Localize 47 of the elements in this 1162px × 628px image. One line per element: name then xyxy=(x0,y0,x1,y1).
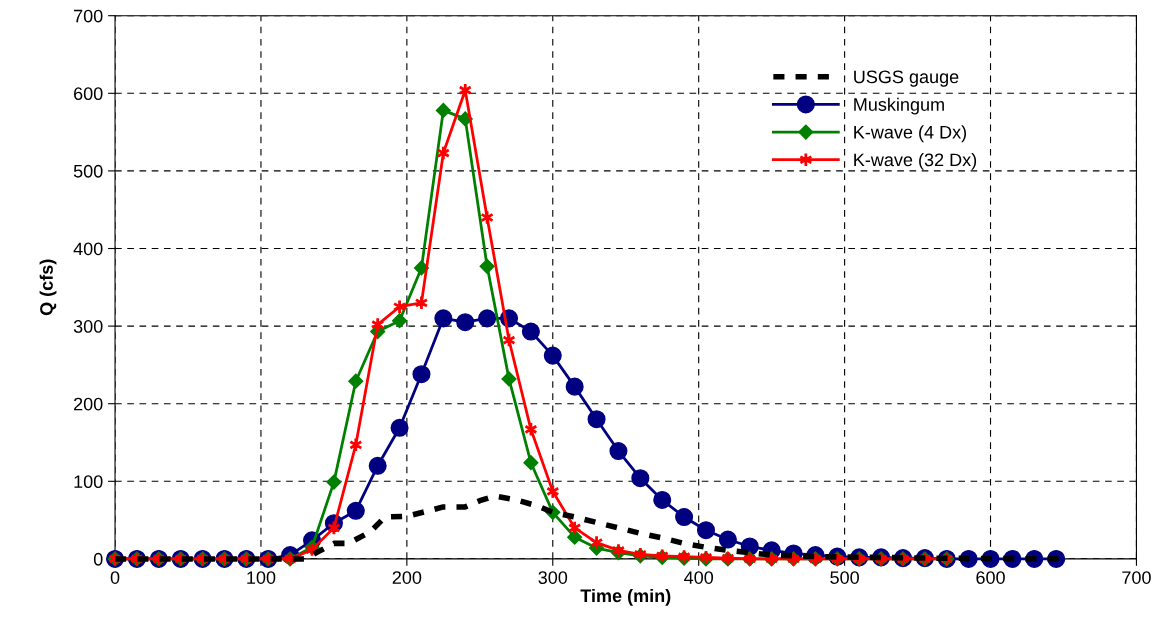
point xyxy=(653,490,672,509)
legend-label: K-wave (4 Dx) xyxy=(854,125,967,143)
legend-label: Muskingum xyxy=(854,97,944,115)
point xyxy=(521,322,540,341)
point xyxy=(609,442,628,461)
point xyxy=(326,474,342,490)
point xyxy=(696,521,716,540)
x-tick-label: 500 xyxy=(830,571,859,584)
point xyxy=(392,313,408,329)
point xyxy=(523,455,539,471)
y-tick-label: 300 xyxy=(73,320,103,333)
point xyxy=(456,313,475,332)
point xyxy=(434,309,453,328)
point xyxy=(631,469,650,488)
legend-label: USGS gauge xyxy=(854,70,959,87)
x-axis-title: Time (min) xyxy=(580,588,671,606)
y-tick-label: 500 xyxy=(73,164,103,178)
x-tick-label: 400 xyxy=(684,571,714,584)
point xyxy=(501,371,517,387)
point xyxy=(412,365,431,384)
point xyxy=(390,418,409,437)
point xyxy=(346,501,365,520)
point xyxy=(587,410,606,429)
x-tick-label: 700 xyxy=(1122,571,1151,584)
x-tick-label: 300 xyxy=(538,571,568,584)
point xyxy=(675,507,694,527)
y-tick-label: 400 xyxy=(73,242,103,256)
x-tick-label: 600 xyxy=(976,571,1005,584)
y-axis-title: Q (cfs) xyxy=(39,259,57,316)
point xyxy=(718,530,737,549)
y-tick-label: 200 xyxy=(74,397,103,411)
y-tick-label: 700 xyxy=(74,9,103,23)
y-tick-label: 100 xyxy=(74,475,103,489)
legend-label: K-wave (32 Dx) xyxy=(854,152,977,170)
point xyxy=(478,309,497,328)
point xyxy=(543,346,562,365)
point xyxy=(348,373,364,389)
point xyxy=(479,258,495,274)
x-tick-label: 0 xyxy=(110,571,120,584)
x-tick-label: 100 xyxy=(247,571,276,584)
point xyxy=(567,529,583,545)
point xyxy=(368,456,387,475)
x-tick-label: 200 xyxy=(392,571,422,584)
y-tick-label: 0 xyxy=(93,552,103,566)
point xyxy=(435,102,451,118)
y-tick-label: 600 xyxy=(74,87,103,101)
point xyxy=(565,377,584,396)
